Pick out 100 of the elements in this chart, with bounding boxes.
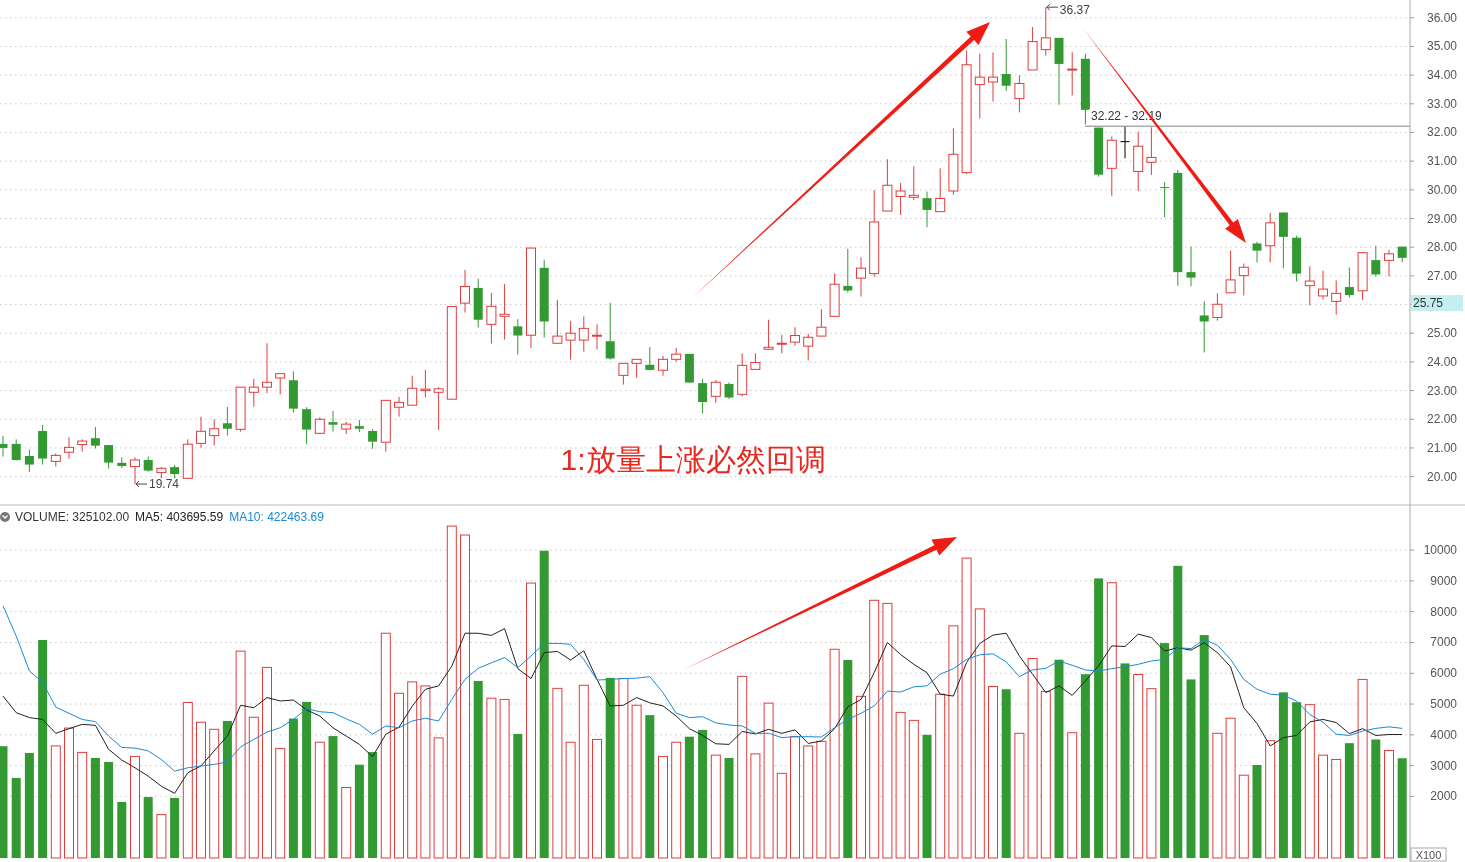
bar	[658, 755, 668, 859]
y-tick-label: 36.00	[1426, 10, 1458, 25]
bar	[1344, 743, 1354, 858]
bar	[1014, 732, 1025, 859]
bar	[829, 648, 840, 859]
bar	[104, 761, 114, 858]
text: 25.75	[1413, 296, 1444, 310]
bar	[710, 754, 721, 859]
bar	[143, 797, 153, 858]
bar	[64, 727, 74, 859]
bar	[605, 677, 615, 858]
y-tick-label: 9000	[1430, 573, 1458, 588]
bar	[1331, 758, 1342, 859]
bar	[618, 678, 629, 859]
bar	[262, 666, 272, 859]
bar	[737, 675, 748, 859]
y-tick-label: 8000	[1430, 604, 1458, 619]
annotation: 19.74	[149, 477, 180, 492]
bar	[843, 660, 853, 858]
bar	[645, 715, 655, 858]
bar	[1199, 635, 1209, 858]
bar	[671, 741, 682, 859]
bar	[961, 557, 972, 859]
bar	[988, 686, 998, 859]
bar	[182, 702, 193, 859]
annotation: 36.37	[1059, 3, 1091, 18]
bar	[235, 650, 246, 859]
bar	[1371, 739, 1381, 858]
bar	[698, 729, 708, 858]
y-tick-label: 33.00	[1426, 96, 1458, 111]
bar	[90, 757, 100, 858]
bar	[50, 745, 61, 859]
bar	[196, 721, 206, 859]
y-tick-label: 28.00	[1426, 240, 1458, 255]
bar	[222, 720, 232, 858]
bar	[341, 786, 352, 859]
bar	[908, 719, 919, 859]
bar	[1186, 679, 1196, 858]
y-tick-label: 10000	[1423, 543, 1458, 558]
bar	[578, 684, 589, 859]
y-tick-label: 4000	[1430, 727, 1458, 742]
bar	[935, 693, 946, 859]
bar	[275, 747, 286, 859]
bar	[776, 772, 787, 859]
y-tick-label: 24.00	[1426, 354, 1458, 369]
bar	[948, 625, 959, 859]
bar	[1027, 657, 1038, 859]
y-tick-label: 6000	[1430, 666, 1458, 681]
bar	[750, 753, 761, 859]
bar	[380, 632, 391, 859]
bar	[895, 711, 906, 859]
bar	[302, 701, 312, 858]
bar	[1212, 732, 1223, 859]
bar	[803, 745, 814, 859]
bar	[1120, 663, 1130, 858]
y-tick-label: 34.00	[1426, 68, 1458, 83]
bar	[170, 797, 180, 858]
text: MA5: 403695.59	[135, 510, 224, 524]
y-tick-label: 21.00	[1426, 440, 1458, 455]
bar	[631, 704, 642, 859]
bar	[499, 698, 510, 859]
bar	[433, 737, 444, 859]
bar	[1067, 732, 1078, 859]
bar	[513, 733, 523, 858]
bar	[407, 681, 418, 859]
y-tick-label: 5000	[1430, 697, 1458, 712]
bar	[974, 608, 985, 859]
bar	[724, 757, 734, 858]
bar	[816, 740, 827, 859]
bar	[77, 751, 88, 859]
bar	[209, 728, 220, 859]
bar	[38, 640, 48, 858]
bar	[394, 692, 404, 859]
bar	[1238, 774, 1249, 859]
bar	[0, 746, 8, 858]
bar	[486, 697, 497, 859]
line-series	[2, 605, 1403, 772]
bar	[1265, 740, 1276, 859]
bar	[368, 752, 378, 858]
bar	[1357, 678, 1368, 859]
bar	[763, 702, 774, 859]
y-tick-label: 3000	[1430, 758, 1458, 773]
bar	[1054, 659, 1064, 858]
y-tick-label: 23.00	[1426, 383, 1458, 398]
bar	[856, 695, 866, 859]
y-tick-label: 22.00	[1426, 412, 1458, 427]
bar	[1160, 643, 1170, 858]
y-tick-label: 20.00	[1426, 469, 1458, 484]
bar	[1040, 690, 1051, 859]
bar	[1384, 750, 1394, 859]
y-tick-label: 30.00	[1426, 182, 1458, 197]
bar	[526, 582, 536, 859]
bar	[790, 736, 800, 859]
bar	[1318, 754, 1328, 859]
bar	[248, 716, 259, 859]
y-tick-label: 35.00	[1426, 39, 1458, 54]
bar	[314, 741, 325, 859]
y-tick-label: 7000	[1430, 635, 1458, 650]
bar	[460, 534, 470, 859]
bar	[565, 741, 576, 859]
